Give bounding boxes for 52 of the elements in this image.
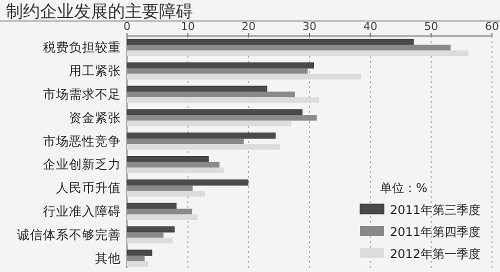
legend-label: 2011年第三季度 [390,203,481,217]
y-tick-label: 诚信体系不够完善 [17,226,121,242]
x-tick-label: 0 [124,20,130,33]
x-tick-label: 50 [424,20,438,33]
bar [126,156,209,162]
bar [127,97,320,103]
bar [127,92,295,98]
x-tick-label: 60 [485,20,499,33]
bar [127,74,362,80]
bar [127,50,468,56]
bar [126,202,177,209]
bar [126,132,276,139]
chart-title: 制约企业发展的主要障碍 [6,2,193,22]
bar [127,68,308,74]
y-tick-label: 行业准入障碍 [43,204,121,219]
bar [127,138,244,144]
bar [126,38,414,46]
bar [127,256,145,262]
x-tick-label: 20 [242,20,256,33]
bar [127,162,220,168]
y-tick-label: 用工紧张 [69,63,121,78]
bar [126,179,248,186]
y-tick-label: 税费负担较重 [43,40,121,55]
bar [127,185,193,191]
legend-label: 2011年第四季度 [390,225,481,239]
bar [127,144,280,150]
bar [126,226,175,232]
bar [127,238,173,244]
bar [127,190,205,197]
y-tick-label: 人民币升值 [56,180,121,196]
bar [127,232,164,238]
bar [126,250,152,256]
y-tick-label: 市场需求不足 [43,86,121,102]
bar [127,44,451,50]
bar [126,62,314,68]
y-tick-label: 企业创新乏力 [43,156,121,172]
legend-title: 单位：% [380,181,428,195]
bar [127,208,192,214]
bar [127,214,198,220]
x-tick-label: 40 [363,20,378,33]
bar [127,120,292,126]
bar [127,168,224,174]
bar [127,261,148,267]
bar [126,86,268,92]
x-tick-label: 10 [180,20,195,33]
legend-label: 2012年第一季度 [390,247,481,261]
bar [127,115,317,121]
bar [126,109,302,116]
x-tick-label: 30 [302,20,316,33]
y-tick-label: 资金紧张 [69,110,121,125]
y-tick-label: 其他 [95,250,121,266]
y-tick-label: 市场恶性竞争 [43,133,121,148]
